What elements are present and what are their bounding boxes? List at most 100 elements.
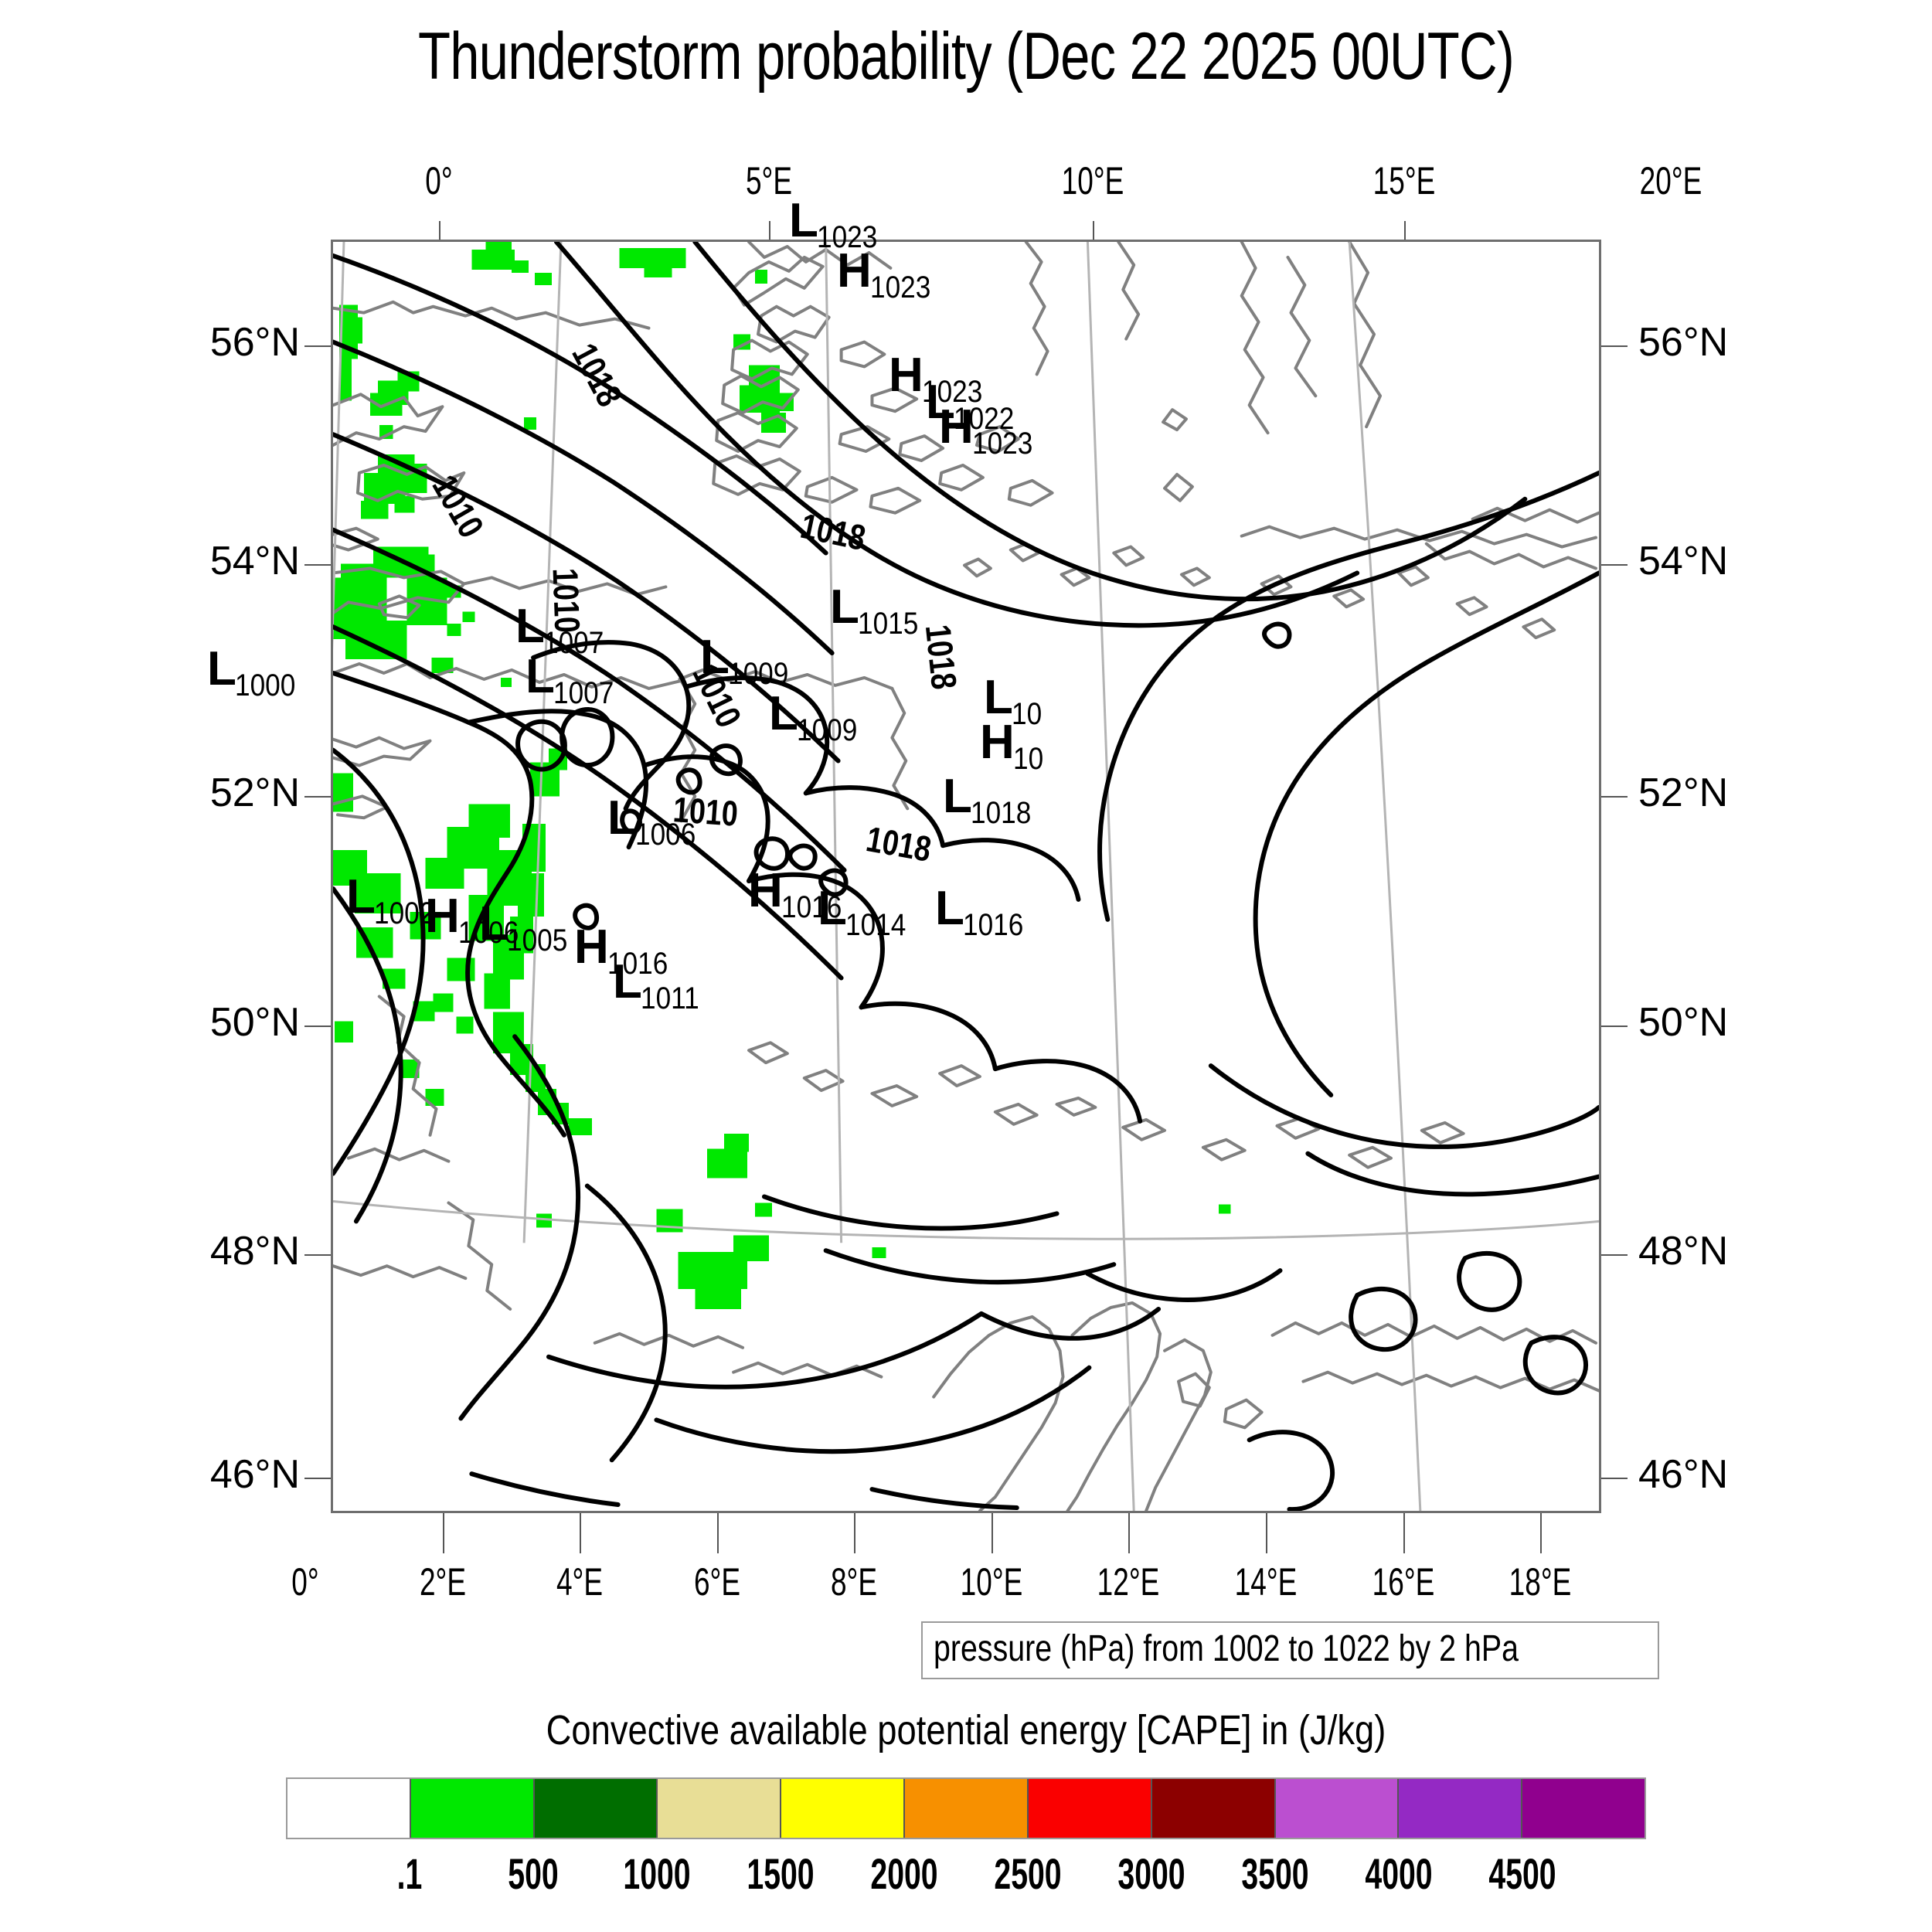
colorbar-tick-7: 3500 xyxy=(1241,1849,1309,1898)
lat-tick-right-4 xyxy=(1601,1254,1628,1257)
pressure-center-value: 1000 xyxy=(234,668,296,702)
lat-tick-left-0 xyxy=(304,345,331,347)
pressure-center-value: 1023 xyxy=(921,375,983,409)
pressure-center-value: 1007 xyxy=(543,626,604,660)
lat-label-left-1: 54°N xyxy=(209,539,300,584)
pressure-center-value: 1016 xyxy=(962,908,1024,942)
pressure-center-symbol: H xyxy=(837,244,872,298)
cape-shading-layer xyxy=(333,242,1231,1309)
lon-tick-top-0 xyxy=(438,221,440,240)
pressure-center-high-15: H1016 xyxy=(748,867,850,923)
lat-label-left-3: 50°N xyxy=(209,999,300,1045)
pressure-center-high-12: H10 xyxy=(980,719,1047,775)
colorbar-swatch-10[interactable] xyxy=(1521,1779,1645,1838)
lon-tick-bottom-6 xyxy=(1128,1513,1131,1553)
pressure-center-high-4: H1023 xyxy=(939,400,1041,460)
pressure-center-high-19: H1006 xyxy=(425,893,527,949)
pressure-center-value: 1016 xyxy=(607,947,668,981)
lat-tick-left-5 xyxy=(304,1477,331,1479)
colorbar-swatch-5[interactable] xyxy=(903,1779,1027,1838)
lon-label-bottom-9: 18°E xyxy=(1509,1560,1572,1604)
lat-tick-left-4 xyxy=(304,1254,331,1257)
pressure-center-low-8: L1007 xyxy=(526,653,622,709)
pressure-center-low-3: L1022 xyxy=(926,379,1022,435)
pressure-center-symbol: L xyxy=(818,882,847,935)
colorbar-tick-6: 3000 xyxy=(1117,1849,1185,1898)
pressure-center-symbol: H xyxy=(939,400,974,454)
colorbar-swatch-7[interactable] xyxy=(1150,1779,1274,1838)
lon-label-top-1: 5°E xyxy=(746,159,793,202)
pressure-note-box: pressure (hPa) from 1002 to 1022 by 2 hP… xyxy=(921,1621,1660,1679)
lon-label-bottom-4: 8°E xyxy=(831,1560,878,1604)
lat-label-left-2: 52°N xyxy=(209,770,300,816)
pressure-center-value: 1023 xyxy=(971,427,1033,461)
pressure-center-value: 1005 xyxy=(506,923,568,957)
pressure-center-value: 10 xyxy=(1012,742,1043,776)
colorbar[interactable] xyxy=(286,1777,1646,1839)
lon-tick-bottom-1 xyxy=(442,1513,444,1553)
isobar-contour-layer xyxy=(333,242,1599,1511)
lon-tick-top-2 xyxy=(1093,221,1095,240)
colorbar-swatch-3[interactable] xyxy=(656,1779,781,1838)
page-title: Thunderstorm probability (Dec 22 2025 00… xyxy=(418,19,1515,94)
pressure-center-low-11: L10 xyxy=(984,671,1046,730)
colorbar-swatch-0[interactable] xyxy=(287,1779,410,1838)
lat-label-left-5: 46°N xyxy=(209,1451,300,1497)
lon-label-top-2: 10°E xyxy=(1062,159,1124,202)
pressure-center-symbol: L xyxy=(346,870,376,923)
colorbar-tick-1: 500 xyxy=(508,1849,559,1898)
pressure-center-low-5: L1015 xyxy=(830,580,927,640)
pressure-center-symbol: L xyxy=(830,580,859,634)
pressure-center-low-16: L1014 xyxy=(818,882,914,941)
map-canvas xyxy=(333,242,1599,1511)
pressure-center-value: 1015 xyxy=(857,607,919,641)
lon-label-top-0: 0° xyxy=(425,159,453,202)
pressure-center-low-22: L1011 xyxy=(613,958,707,1015)
pressure-center-value: 1007 xyxy=(553,676,614,710)
pressure-center-value: 1006 xyxy=(634,818,696,852)
lat-tick-left-3 xyxy=(304,1025,331,1027)
lon-label-bottom-6: 12°E xyxy=(1097,1560,1160,1604)
colorbar-tick-4: 2000 xyxy=(870,1849,938,1898)
lat-tick-left-1 xyxy=(304,564,331,566)
pressure-center-symbol: L xyxy=(207,642,236,696)
colorbar-tick-3: 1500 xyxy=(747,1849,815,1898)
lat-tick-right-5 xyxy=(1601,1477,1628,1479)
colorbar-swatch-9[interactable] xyxy=(1397,1779,1522,1838)
lat-label-right-5: 46°N xyxy=(1638,1451,1729,1497)
pressure-center-value: 10 xyxy=(1011,697,1043,731)
colorbar-swatch-4[interactable] xyxy=(780,1779,904,1838)
pressure-center-low-6: L1007 xyxy=(515,600,612,659)
pressure-center-low-14: L1006 xyxy=(607,791,704,851)
pressure-center-value: 1016 xyxy=(781,890,842,924)
pressure-center-symbol: L xyxy=(984,671,1013,724)
lon-tick-bottom-8 xyxy=(1403,1513,1405,1553)
pressure-center-symbol: L xyxy=(700,631,730,684)
colorbar-swatch-1[interactable] xyxy=(409,1779,533,1838)
pressure-center-symbol: L xyxy=(515,600,545,653)
colorbar-tick-0: .1 xyxy=(396,1849,423,1898)
colorbar-tick-5: 2500 xyxy=(994,1849,1062,1898)
colorbar-swatch-6[interactable] xyxy=(1026,1779,1151,1838)
pressure-center-low-18: L1002 xyxy=(346,870,443,930)
lon-tick-bottom-2 xyxy=(580,1513,582,1553)
pressure-center-high-1: H1023 xyxy=(837,244,939,304)
colorbar-swatch-2[interactable] xyxy=(532,1779,657,1838)
lon-tick-bottom-9 xyxy=(1540,1513,1543,1553)
colorbar-swatch-8[interactable] xyxy=(1274,1779,1398,1838)
pressure-center-low-10: L1009 xyxy=(769,690,866,747)
lat-label-left-0: 56°N xyxy=(209,319,300,365)
lon-label-top-4: 20°E xyxy=(1640,159,1702,202)
pressure-center-value: 1018 xyxy=(970,796,1032,830)
lon-tick-bottom-3 xyxy=(716,1513,719,1553)
pressure-center-symbol: L xyxy=(607,791,637,845)
graticule-layer xyxy=(333,242,1599,1511)
pressure-center-low-9: L1009 xyxy=(700,631,797,690)
colorbar-tick-labels: .1 500 1000 1500 2000 2500 3000 3500 4000 4500 xyxy=(286,1849,1646,1903)
pressure-center-low-7: L1000 xyxy=(207,642,304,702)
lat-label-right-2: 52°N xyxy=(1638,770,1729,816)
lat-label-left-4: 48°N xyxy=(209,1229,300,1274)
colorbar-tick-9: 4500 xyxy=(1488,1849,1556,1898)
pressure-center-high-21: H1016 xyxy=(574,923,676,980)
lat-label-right-3: 50°N xyxy=(1638,999,1729,1045)
